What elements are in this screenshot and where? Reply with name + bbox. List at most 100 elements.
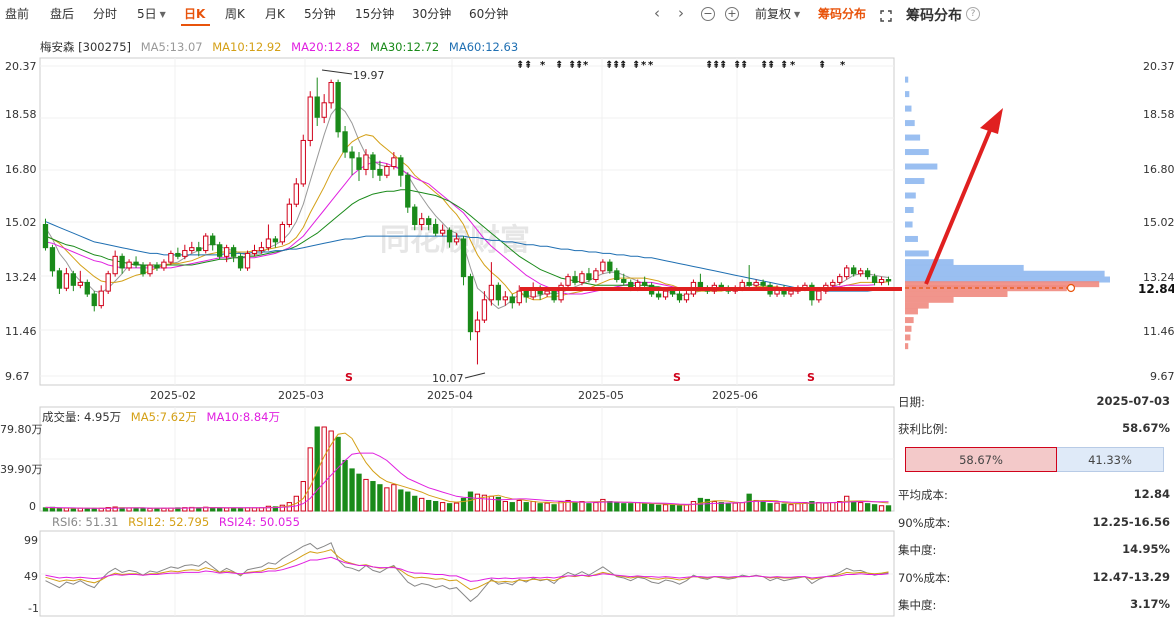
ma-legend: 梅安森 [300275] MA5:13.07 MA10:12.92 MA20:1… bbox=[40, 39, 524, 55]
candle-body bbox=[809, 284, 815, 301]
tab-weekly-k[interactable]: 周K bbox=[225, 7, 245, 21]
candle-body bbox=[683, 293, 690, 301]
tab-premarket[interactable]: 盘前 bbox=[5, 7, 30, 21]
chip-distribution-toggle[interactable]: 筹码分布 bbox=[818, 7, 867, 21]
volume-ma5-label: MA5:7.62万 bbox=[130, 410, 197, 424]
ma20-label: MA20:12.82 bbox=[291, 40, 361, 54]
rsi6-line bbox=[45, 542, 889, 603]
candle-body bbox=[237, 255, 244, 269]
volume-bar bbox=[732, 502, 738, 512]
candle-body bbox=[140, 264, 146, 275]
rsi-tick: 49 bbox=[24, 570, 38, 583]
volume-bar bbox=[223, 507, 230, 512]
candle-body bbox=[63, 273, 70, 289]
rsi-tick: 99 bbox=[24, 534, 38, 547]
tab-daily-k[interactable]: 日K bbox=[184, 7, 206, 21]
volume-ma5-line bbox=[45, 432, 889, 509]
candle-body bbox=[558, 284, 564, 301]
volume-bar bbox=[370, 481, 376, 512]
candle-body bbox=[105, 273, 111, 292]
volume-bar bbox=[502, 501, 508, 512]
chip-bar bbox=[905, 308, 918, 315]
volume-bar bbox=[871, 504, 878, 512]
tab-60min[interactable]: 60分钟 bbox=[469, 7, 509, 21]
volume-bar bbox=[356, 473, 362, 512]
volume-bar bbox=[217, 507, 223, 512]
price-tick: 20.37 bbox=[5, 60, 37, 73]
zoom-out-icon[interactable]: − bbox=[701, 7, 715, 21]
volume-bar bbox=[697, 497, 704, 512]
chip-bar bbox=[905, 270, 1105, 277]
candle-body bbox=[300, 139, 306, 185]
candle-body bbox=[662, 290, 669, 298]
tab-5day[interactable]: 5日 ▼ bbox=[137, 5, 166, 22]
volume-ma10-line bbox=[45, 452, 889, 509]
candle-body bbox=[356, 157, 362, 170]
volume-bar bbox=[126, 507, 132, 512]
candle-body bbox=[272, 238, 279, 243]
help-icon[interactable]: ? bbox=[966, 7, 980, 21]
volume-bar bbox=[718, 502, 724, 512]
volume-bar bbox=[753, 499, 759, 512]
candle-body bbox=[84, 281, 90, 295]
volume-bar bbox=[377, 484, 383, 512]
chip-bar bbox=[905, 343, 909, 350]
chevron-down-icon: ▼ bbox=[159, 10, 166, 19]
tab-afterhours[interactable]: 盘后 bbox=[50, 7, 75, 21]
signal-marker: ⇞ bbox=[524, 60, 532, 71]
volume-bar bbox=[279, 504, 286, 512]
candle-body bbox=[133, 261, 139, 266]
volume-bar bbox=[851, 501, 857, 512]
candle-body bbox=[286, 203, 292, 225]
candle-body bbox=[230, 247, 237, 257]
signal-marker: ⇞ bbox=[767, 60, 775, 71]
ma-line-ma5 bbox=[45, 104, 889, 310]
volume-bar bbox=[530, 501, 536, 512]
volume-bar bbox=[648, 503, 655, 512]
chevron-right-icon[interactable]: › bbox=[678, 4, 684, 22]
ma5-label: MA5:13.07 bbox=[140, 40, 203, 54]
volume-legend: 成交量: 4.95万 MA5:7.62万 MA10:8.84万 bbox=[42, 409, 286, 425]
signal-marker: ⇞ bbox=[605, 60, 613, 71]
chip-bar bbox=[905, 334, 911, 341]
ma60-label: MA60:12.63 bbox=[448, 40, 519, 54]
volume-bar bbox=[837, 501, 843, 512]
candle-body bbox=[676, 293, 683, 301]
chevron-left-icon[interactable]: ‹ bbox=[654, 4, 660, 22]
volume-bar bbox=[446, 503, 453, 512]
candle-body bbox=[370, 154, 376, 170]
chevron-down-icon: ▼ bbox=[794, 10, 801, 19]
tab-15min[interactable]: 15分钟 bbox=[355, 7, 395, 21]
price-adjust-dropdown[interactable]: 前复权 ▼ bbox=[755, 5, 800, 22]
volume-tick: 0 bbox=[29, 500, 36, 513]
candle-body bbox=[878, 279, 885, 283]
zoom-in-icon[interactable]: + bbox=[725, 7, 739, 21]
volume-bar bbox=[335, 436, 341, 512]
volume-ma10-label: MA10:8.84万 bbox=[206, 410, 280, 424]
chip-bar bbox=[905, 235, 918, 242]
tab-5min[interactable]: 5分钟 bbox=[304, 7, 336, 21]
volume-bar bbox=[439, 502, 446, 512]
candle-body bbox=[398, 157, 404, 176]
signal-marker: ⇞ bbox=[740, 60, 748, 71]
low-pointer bbox=[464, 372, 486, 379]
chip-bar bbox=[905, 221, 913, 228]
chip-bar bbox=[905, 120, 915, 127]
fullscreen-icon[interactable] bbox=[880, 7, 892, 22]
candle-body bbox=[565, 276, 571, 286]
candle-body bbox=[314, 96, 320, 118]
volume-bar bbox=[460, 497, 467, 512]
volume-bar bbox=[676, 505, 683, 512]
volume-bar bbox=[112, 506, 118, 512]
concentration90-key: 集中度: bbox=[898, 543, 937, 557]
candle-body bbox=[175, 252, 181, 257]
active-tab-indicator bbox=[181, 24, 210, 26]
chip-bar bbox=[905, 163, 938, 170]
tab-30min[interactable]: 30分钟 bbox=[412, 7, 452, 21]
stock-name: 梅安森 [300275] bbox=[40, 40, 132, 54]
tab-monthly-k[interactable]: 月K bbox=[265, 7, 285, 21]
candle-body bbox=[279, 223, 286, 243]
volume-bar bbox=[774, 502, 780, 512]
tab-intraday[interactable]: 分时 bbox=[93, 7, 118, 21]
